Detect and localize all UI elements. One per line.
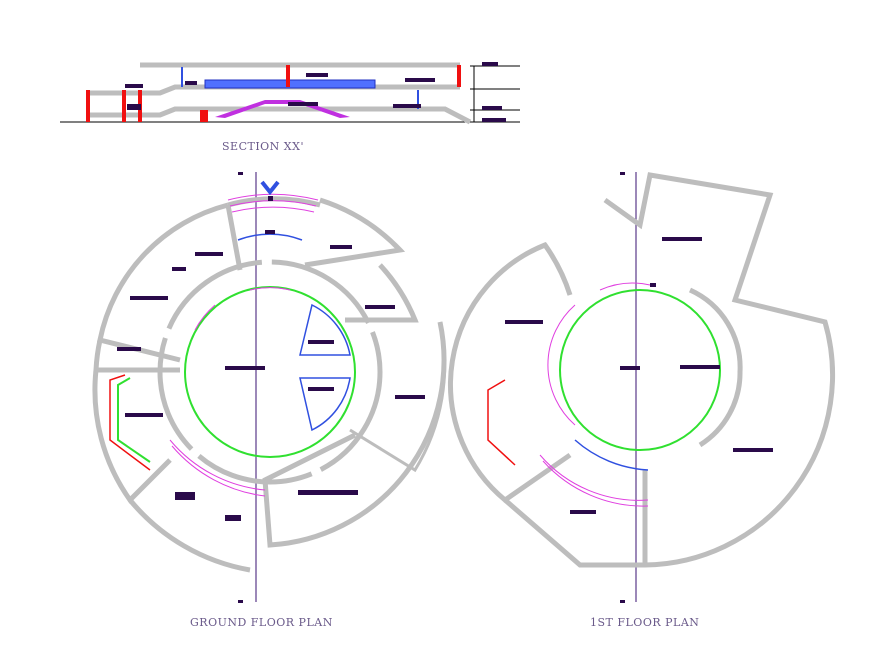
ground-floor-plan-drawing (92, 172, 447, 603)
ground-floor-plan-title: GROUND FLOOR PLAN (190, 616, 333, 629)
ground-circulation-ring (184, 286, 356, 458)
section-title: SECTION XX' (222, 140, 304, 153)
section-xx-drawing (60, 62, 520, 125)
first-circulation-ring (559, 289, 721, 451)
section-ramp (215, 100, 350, 118)
north-arrow-icon (260, 180, 280, 196)
first-floor-plan-title: 1ST FLOOR PLAN (590, 616, 700, 629)
first-floor-plan-drawing (448, 172, 836, 603)
